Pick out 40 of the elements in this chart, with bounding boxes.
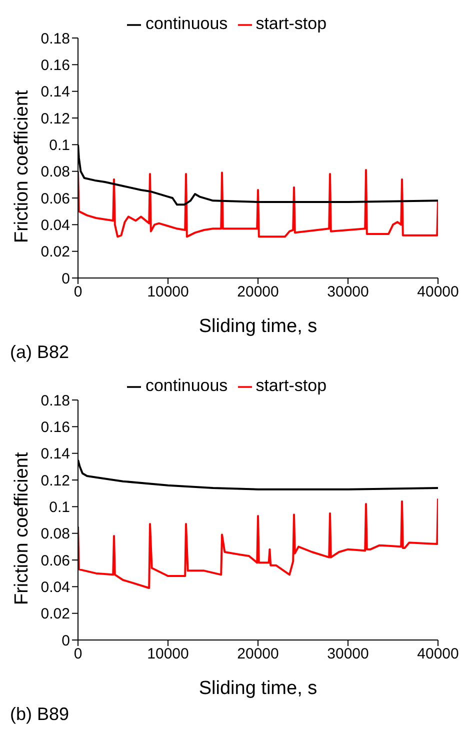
y-tick-label: 0.04	[40, 216, 70, 234]
y-tick-label: 0.1	[49, 498, 70, 516]
y-tick-label: 0.18	[40, 30, 70, 48]
x-tick-label: 10000	[147, 646, 189, 663]
text: (a) B82	[10, 342, 70, 363]
y-tick-label: 0.08	[40, 526, 70, 543]
x-tick-label: 40000	[417, 646, 459, 663]
legend-label: start-stop	[256, 14, 327, 33]
y-tick-label: 0.02	[40, 244, 70, 261]
y-tick-label: 0.16	[40, 56, 70, 74]
y-tick-label: 0.08	[40, 164, 70, 181]
x-tick-label: 20000	[237, 284, 279, 301]
y-tick-label: 0.04	[40, 578, 70, 596]
y-tick-label: 0.14	[40, 446, 70, 463]
x-axis-title: Sliding time, s	[198, 316, 318, 337]
y-tick-label: 0.12	[40, 110, 70, 128]
x-tick-label: 0	[74, 646, 82, 663]
x-tick-label: 40000	[417, 284, 459, 301]
x-tick-label: 30000	[327, 284, 369, 301]
y-tick-label: 0.06	[40, 190, 70, 208]
text: (b) B89	[10, 704, 70, 725]
legend-label: start-stop	[256, 376, 327, 395]
y-tick-label: 0	[62, 270, 70, 288]
y-tick-label: 0.14	[40, 84, 70, 101]
x-axis-title: Sliding time, s	[198, 678, 318, 699]
x-tick-label: 0	[74, 284, 82, 301]
x-tick-label: 10000	[147, 284, 189, 301]
y-tick-label: 0.16	[40, 418, 70, 436]
y-tick-label: 0	[62, 632, 70, 650]
y-tick-label: 0.06	[40, 552, 70, 570]
y-tick-label: 0.18	[40, 392, 70, 410]
legend-label: continuous	[145, 14, 228, 33]
y-axis-title: Friction coefficient	[12, 90, 33, 243]
y-tick-label: 0.02	[40, 606, 70, 623]
x-tick-label: 30000	[327, 646, 369, 663]
legend-label: continuous	[145, 376, 228, 395]
y-tick-label: 0.12	[40, 472, 70, 490]
x-tick-label: 20000	[237, 646, 279, 663]
y-axis-title: Friction coefficient	[12, 452, 33, 605]
y-tick-label: 0.1	[49, 136, 70, 154]
